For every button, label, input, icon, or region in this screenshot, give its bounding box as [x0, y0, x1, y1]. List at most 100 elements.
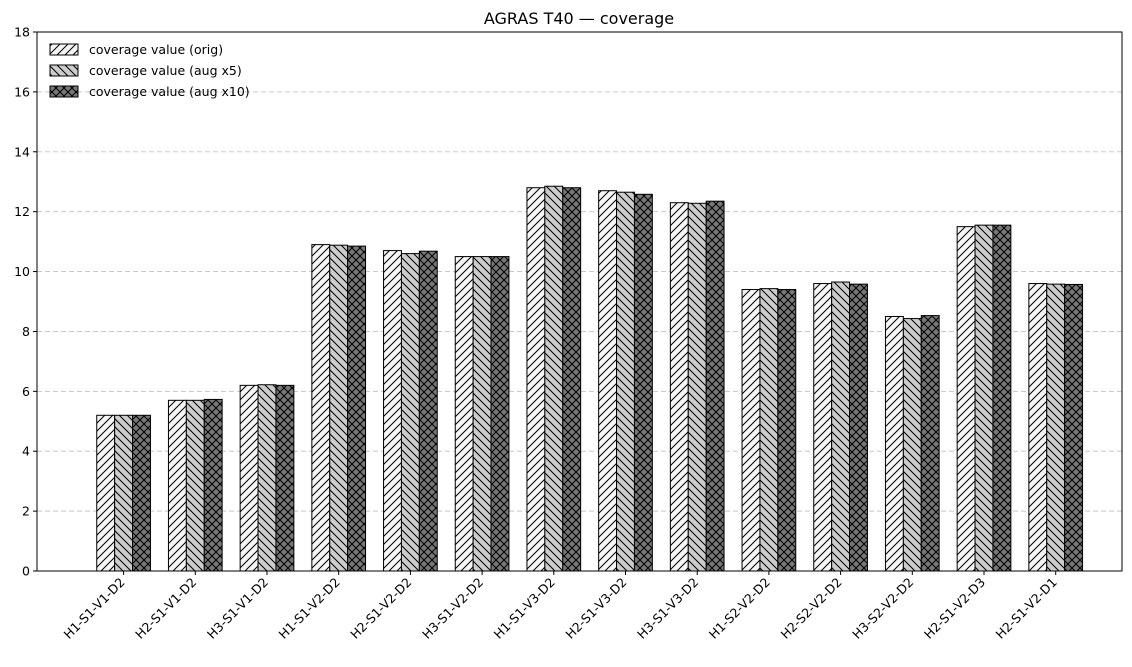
bar-hatch: [920, 315, 940, 572]
bar: [669, 202, 689, 572]
bar-hatch: [598, 190, 618, 572]
bar-hatch: [992, 224, 1012, 572]
bar-hatch: [418, 250, 438, 572]
bar-hatch: [239, 384, 259, 572]
bar: [257, 384, 277, 572]
bar-hatch: [633, 193, 653, 572]
bar: [705, 200, 725, 572]
bar-hatch: [257, 384, 277, 572]
bar-hatch: [705, 200, 725, 572]
bar-hatch: [544, 185, 564, 572]
legend-entry: coverage value (aug x10): [49, 84, 250, 99]
legend-label: coverage value (aug x5): [89, 63, 242, 78]
bar-hatch: [849, 283, 868, 572]
y-tick-label: 6: [22, 384, 30, 399]
chart-title: AGRAS T40 — coverage: [484, 9, 674, 28]
bar: [1064, 283, 1084, 572]
bar: [759, 288, 779, 572]
legend-swatch-hatch: [49, 43, 79, 56]
x-tick-label: H2-S1-V1-D2: [132, 575, 199, 642]
bar-hatch: [132, 414, 151, 572]
bar-hatch: [669, 202, 689, 572]
bar: [849, 283, 868, 572]
y-tick-label: 10: [14, 264, 30, 279]
x-tick-label: H2-S1-V3-D2: [562, 575, 629, 642]
bar-hatch: [167, 399, 187, 572]
bar: [114, 414, 134, 572]
y-tick-label: 12: [14, 204, 30, 219]
bar-hatch: [1046, 283, 1066, 572]
bar: [544, 185, 564, 572]
bar: [777, 289, 797, 572]
bar-hatch: [490, 256, 510, 572]
legend-swatch-hatch: [49, 64, 79, 77]
bar: [687, 202, 707, 572]
bar: [598, 190, 618, 572]
bar: [956, 226, 976, 572]
x-tick-label: H3-S1-V2-D2: [419, 575, 486, 642]
bar-hatch: [956, 226, 976, 572]
bar: [920, 315, 940, 572]
y-tick-label: 0: [22, 564, 30, 579]
legend-swatch-hatch: [49, 85, 79, 98]
bar-hatch: [777, 289, 797, 572]
bar-hatch: [526, 187, 546, 572]
bar: [275, 384, 295, 572]
legend-entry: coverage value (aug x5): [49, 63, 242, 78]
bar: [902, 318, 922, 572]
legend-label: coverage value (aug x10): [89, 84, 250, 99]
bar-hatch: [311, 244, 331, 572]
bar: [329, 244, 349, 572]
x-tick-label: H1-S1-V3-D2: [491, 575, 558, 642]
x-tick-label: H2-S1-V2-D2: [347, 575, 414, 642]
x-tick-label: H1-S1-V2-D2: [276, 575, 343, 642]
bar: [454, 256, 474, 572]
bar: [418, 250, 438, 572]
bar-hatch: [687, 202, 707, 572]
bar-hatch: [884, 315, 904, 572]
bar: [1046, 283, 1066, 572]
y-tick-label: 8: [22, 324, 30, 339]
x-tick-label: H3-S1-V1-D2: [204, 575, 271, 642]
bar: [400, 253, 420, 572]
bar: [185, 399, 205, 572]
bar-hatch: [974, 224, 994, 572]
x-tick-label: H3-S1-V3-D2: [634, 575, 701, 642]
bar: [813, 283, 833, 572]
bar-hatch: [813, 283, 833, 572]
bar: [347, 245, 367, 572]
bar-hatch: [902, 318, 922, 572]
bar: [616, 191, 635, 572]
y-tick-label: 18: [14, 25, 30, 40]
x-tick-label: H2-S1-V2-D1: [993, 575, 1060, 642]
x-tick-label: H1-S1-V1-D2: [60, 575, 127, 642]
y-tick-label: 14: [14, 144, 30, 159]
bar-hatch: [114, 414, 134, 572]
bar: [884, 315, 904, 572]
bar-hatch: [1028, 283, 1048, 572]
bar-hatch: [96, 414, 116, 572]
bar: [526, 187, 546, 572]
y-tick-label: 16: [14, 84, 30, 99]
bar-hatch: [203, 398, 223, 572]
bar: [132, 414, 151, 572]
bar-hatch: [383, 250, 402, 572]
bar: [96, 414, 116, 572]
bar-hatch: [185, 399, 205, 572]
plot-frame: [36, 31, 1123, 572]
bar: [239, 384, 259, 572]
bar: [383, 250, 402, 572]
bar-hatch: [741, 289, 761, 572]
bar-hatch: [472, 256, 492, 572]
bar-hatch: [400, 253, 420, 572]
bar-hatch: [329, 244, 349, 572]
legend-label: coverage value (orig): [89, 42, 223, 57]
bar-hatch: [347, 245, 367, 572]
bar: [831, 281, 851, 572]
x-tick-label: H1-S2-V2-D2: [706, 575, 773, 642]
bar-hatch: [275, 384, 295, 572]
bar-hatch: [454, 256, 474, 572]
x-tick-label: H2-S1-V2-D3: [921, 575, 988, 642]
